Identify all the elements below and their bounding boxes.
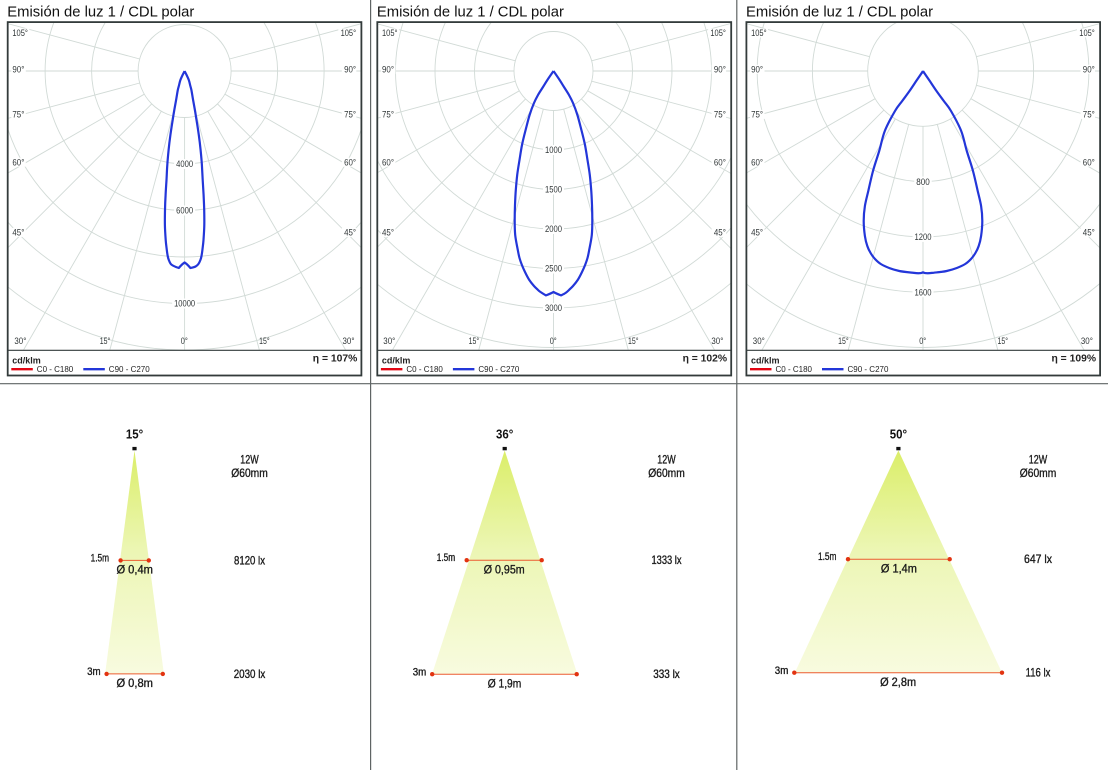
svg-text:0°: 0°: [550, 336, 557, 346]
svg-text:30°: 30°: [753, 336, 765, 346]
svg-text:η = 109%: η = 109%: [1052, 354, 1097, 365]
svg-text:90°: 90°: [1083, 65, 1095, 75]
svg-text:45°: 45°: [344, 228, 356, 238]
svg-text:Emisión de luz 1 / CDL polar: Emisión de luz 1 / CDL polar: [7, 4, 194, 21]
svg-text:3m: 3m: [775, 665, 789, 677]
svg-text:3000: 3000: [545, 303, 562, 313]
svg-text:60°: 60°: [714, 157, 726, 167]
svg-text:60°: 60°: [751, 157, 763, 167]
svg-text:75°: 75°: [344, 110, 356, 120]
svg-text:C0 - C180: C0 - C180: [776, 365, 813, 374]
svg-text:2030 lx: 2030 lx: [234, 667, 266, 681]
svg-text:15°: 15°: [469, 336, 480, 346]
svg-text:30°: 30°: [14, 336, 26, 346]
svg-text:10000: 10000: [174, 299, 195, 309]
svg-text:15°: 15°: [998, 336, 1009, 346]
svg-text:105°: 105°: [341, 28, 357, 38]
svg-text:60°: 60°: [344, 157, 356, 167]
svg-text:C0 - C180: C0 - C180: [406, 365, 443, 374]
svg-text:90°: 90°: [714, 65, 726, 75]
svg-text:C0 - C180: C0 - C180: [37, 365, 74, 374]
svg-text:75°: 75°: [714, 110, 726, 120]
svg-text:Ø 0,4m: Ø 0,4m: [116, 563, 153, 577]
svg-text:75°: 75°: [751, 110, 763, 120]
svg-text:1500: 1500: [545, 185, 562, 195]
svg-text:Ø 1,4m: Ø 1,4m: [881, 561, 917, 575]
svg-text:η = 107%: η = 107%: [313, 354, 358, 365]
svg-text:60°: 60°: [1083, 157, 1095, 167]
svg-text:30°: 30°: [343, 336, 355, 346]
svg-text:105°: 105°: [751, 28, 767, 38]
svg-text:1333 lx: 1333 lx: [652, 553, 682, 567]
svg-text:15°: 15°: [259, 336, 270, 346]
svg-text:2000: 2000: [545, 224, 562, 234]
svg-text:0°: 0°: [919, 336, 926, 346]
svg-text:75°: 75°: [12, 110, 24, 120]
svg-text:Ø60mm: Ø60mm: [231, 466, 268, 480]
svg-text:0°: 0°: [181, 336, 188, 346]
svg-text:45°: 45°: [12, 228, 24, 238]
svg-text:60°: 60°: [382, 157, 394, 167]
svg-text:C90 - C270: C90 - C270: [109, 365, 150, 374]
svg-text:800: 800: [916, 177, 930, 187]
svg-text:Ø 2,8m: Ø 2,8m: [880, 675, 916, 689]
svg-text:90°: 90°: [12, 65, 24, 75]
svg-text:3m: 3m: [87, 666, 101, 678]
svg-text:647 lx: 647 lx: [1024, 552, 1052, 566]
svg-text:12W: 12W: [240, 453, 259, 467]
svg-text:90°: 90°: [344, 65, 356, 75]
svg-text:12W: 12W: [657, 453, 676, 467]
svg-text:30°: 30°: [711, 336, 723, 346]
svg-text:Ø 1,9m: Ø 1,9m: [488, 676, 522, 690]
svg-text:C90 - C270: C90 - C270: [848, 365, 889, 374]
svg-text:36°: 36°: [496, 428, 513, 442]
svg-text:90°: 90°: [382, 65, 394, 75]
svg-text:45°: 45°: [382, 228, 394, 238]
svg-text:8120 lx: 8120 lx: [234, 553, 265, 567]
svg-text:1600: 1600: [915, 287, 932, 297]
svg-text:3m: 3m: [413, 666, 427, 678]
svg-text:75°: 75°: [1083, 110, 1095, 120]
svg-text:4000: 4000: [176, 159, 193, 169]
svg-text:1200: 1200: [915, 232, 932, 242]
svg-text:Emisión de luz 1 / CDL polar: Emisión de luz 1 / CDL polar: [377, 4, 564, 21]
svg-text:Ø 0,8m: Ø 0,8m: [116, 676, 153, 690]
svg-text:60°: 60°: [12, 157, 24, 167]
svg-text:15°: 15°: [838, 336, 849, 346]
svg-text:1.5m: 1.5m: [818, 551, 837, 563]
svg-text:Ø 0,95m: Ø 0,95m: [484, 562, 525, 576]
svg-text:1.5m: 1.5m: [437, 552, 456, 564]
svg-text:105°: 105°: [12, 28, 28, 38]
svg-text:15°: 15°: [100, 336, 111, 346]
svg-text:105°: 105°: [1079, 28, 1095, 38]
svg-text:30°: 30°: [383, 336, 395, 346]
svg-text:45°: 45°: [751, 228, 763, 238]
svg-text:15°: 15°: [126, 428, 143, 442]
svg-text:116 lx: 116 lx: [1026, 666, 1051, 680]
svg-text:45°: 45°: [714, 228, 726, 238]
svg-text:η = 102%: η = 102%: [683, 354, 728, 365]
svg-text:1000: 1000: [545, 145, 562, 155]
svg-text:Ø60mm: Ø60mm: [648, 466, 685, 480]
svg-text:12W: 12W: [1029, 453, 1048, 467]
svg-text:Emisión de luz 1 / CDL polar: Emisión de luz 1 / CDL polar: [746, 4, 933, 21]
svg-text:105°: 105°: [382, 28, 398, 38]
svg-text:105°: 105°: [710, 28, 726, 38]
svg-text:90°: 90°: [751, 65, 763, 75]
svg-text:333 lx: 333 lx: [653, 667, 680, 681]
svg-text:Ø60mm: Ø60mm: [1020, 466, 1057, 480]
svg-text:30°: 30°: [1081, 336, 1093, 346]
svg-text:C90 - C270: C90 - C270: [478, 365, 519, 374]
svg-text:45°: 45°: [1083, 228, 1095, 238]
svg-text:2500: 2500: [545, 264, 562, 274]
svg-text:1.5m: 1.5m: [91, 552, 110, 564]
svg-text:6000: 6000: [176, 206, 193, 216]
svg-text:15°: 15°: [628, 336, 639, 346]
svg-text:75°: 75°: [382, 110, 394, 120]
svg-text:50°: 50°: [890, 428, 907, 442]
